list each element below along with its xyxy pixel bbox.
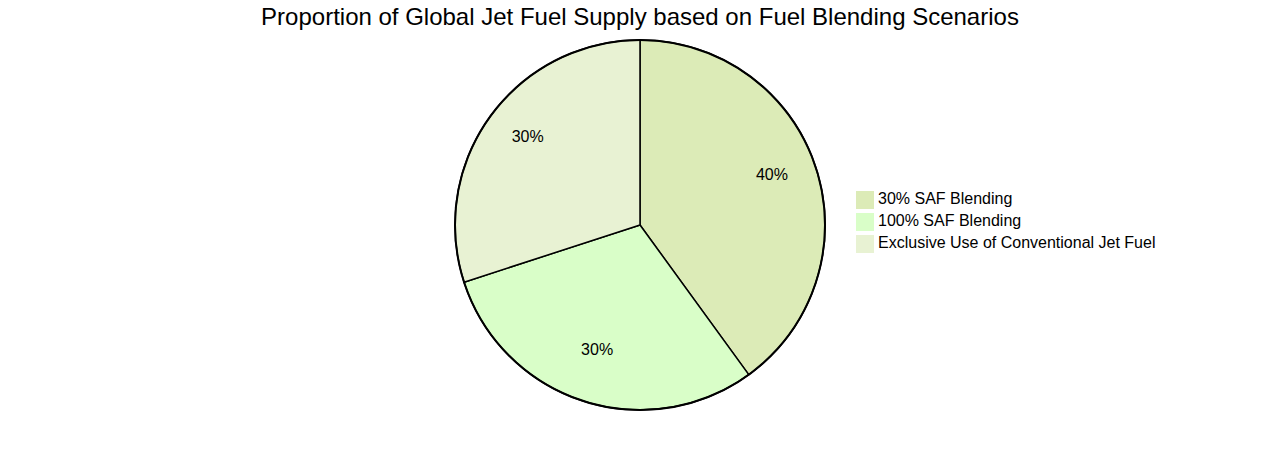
data-label: 40% <box>756 166 788 183</box>
pie-border <box>455 40 825 410</box>
data-label: 30% <box>581 341 613 358</box>
slice <box>455 40 640 282</box>
legend-label: 100% SAF Blending <box>878 212 1021 229</box>
legend-swatch <box>856 213 874 231</box>
legend-label: Exclusive Use of Conventional Jet Fuel <box>878 234 1155 251</box>
legend-swatch <box>856 191 874 209</box>
chart: Proportion of Global Jet Fuel Supply bas… <box>0 0 1280 450</box>
legend-swatch <box>856 235 874 253</box>
legend-label: 30% SAF Blending <box>878 190 1012 207</box>
legend: 30% SAF Blending 100% SAF Blending Exclusi… <box>856 190 1155 253</box>
title: Proportion of Global Jet Fuel Supply bas… <box>261 3 1019 30</box>
pie <box>455 40 825 410</box>
data-label: 30% <box>512 128 544 145</box>
